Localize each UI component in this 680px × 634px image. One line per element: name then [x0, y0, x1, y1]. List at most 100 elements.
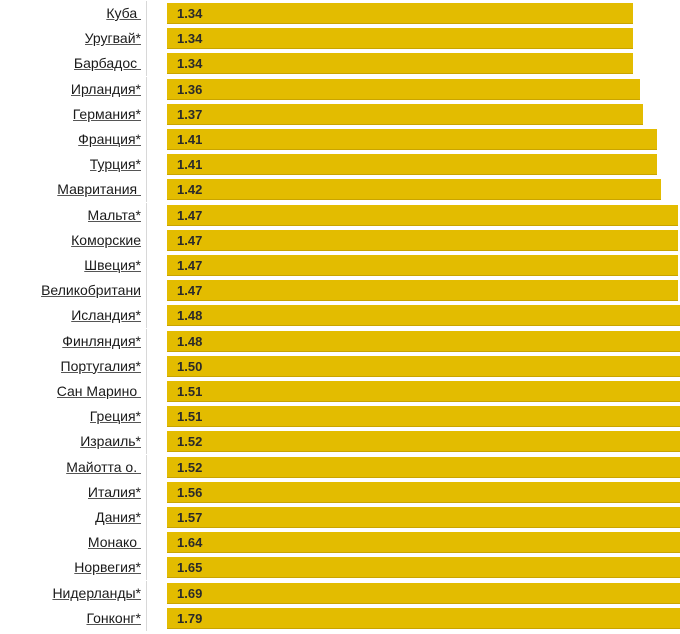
bar: 1.41: [167, 129, 658, 150]
bar-row: Сан Марино 1.51: [0, 379, 680, 404]
bar: 1.41: [167, 154, 658, 176]
bar-cell: 1.37: [167, 103, 680, 125]
bar-value-label: 1.65: [177, 560, 203, 576]
category-label-cell: Ирландия*: [0, 77, 145, 102]
row-divider: [146, 454, 147, 480]
country-link[interactable]: Великобритани: [41, 282, 141, 299]
bar: 1.47: [167, 280, 679, 302]
country-link[interactable]: Исландия*: [71, 307, 141, 324]
category-label-cell: Мавритания: [0, 177, 145, 202]
country-link[interactable]: Куба: [106, 5, 141, 21]
row-divider: [146, 177, 147, 203]
bar: 1.47: [167, 229, 679, 251]
country-link[interactable]: Италия*: [87, 483, 141, 500]
row-divider: [146, 429, 147, 455]
bar-cell: 1.79: [167, 607, 680, 629]
bar-cell: 1.42: [167, 179, 680, 201]
bar-value-label: 1.47: [177, 207, 203, 223]
bar-row: Франция* 1.41: [0, 127, 680, 152]
country-link[interactable]: Швеция*: [84, 257, 141, 273]
bar-row: Уругвай* 1.34: [0, 26, 680, 52]
row-divider: [146, 353, 147, 379]
country-link[interactable]: Нидерланды*: [52, 584, 141, 601]
country-link[interactable]: Монако: [87, 534, 141, 551]
bar-row: Нидерланды* 1.69: [0, 580, 680, 606]
row-divider: [146, 404, 147, 430]
bar-row: Майотта о. 1.52: [0, 454, 680, 480]
row-divider: [146, 278, 147, 304]
country-link[interactable]: Германия*: [72, 105, 141, 122]
bar-cell: 1.50: [167, 355, 680, 377]
country-link[interactable]: Майотта о.: [66, 458, 141, 475]
country-link[interactable]: Финляндия*: [62, 332, 141, 349]
category-label-cell: Гонконг*: [0, 606, 145, 631]
bar-value-label: 1.52: [177, 434, 203, 450]
bar-row: Турция* 1.41: [0, 152, 680, 178]
country-link[interactable]: Гонконг*: [86, 609, 141, 626]
row-divider: [146, 202, 147, 228]
bar-value-label: 1.48: [177, 333, 203, 349]
row-divider: [146, 127, 147, 152]
bar-cell: 1.34: [167, 3, 680, 24]
category-label-cell: Финляндия*: [0, 329, 145, 354]
bar: 1.52: [167, 456, 680, 478]
bar-cell: 1.51: [167, 381, 680, 402]
bar-cell: 1.52: [167, 431, 680, 453]
country-link[interactable]: Турция*: [89, 156, 141, 173]
bar-row: Германия* 1.37: [0, 101, 680, 127]
bar: 1.36: [167, 78, 640, 100]
row-divider: [146, 505, 147, 530]
bar-value-label: 1.34: [177, 6, 203, 21]
category-label-cell: Уругвай*: [0, 26, 145, 51]
bar-value-label: 1.48: [177, 308, 203, 324]
row-divider: [146, 303, 147, 329]
row-divider: [146, 379, 147, 404]
category-label-cell: Нидерланды*: [0, 581, 145, 606]
bar-value-label: 1.41: [177, 157, 203, 173]
bar-row: Исландия* 1.48: [0, 303, 680, 329]
country-link[interactable]: Норвегия*: [74, 559, 141, 576]
bar-value-label: 1.69: [177, 585, 203, 601]
country-link[interactable]: Барбадос: [73, 55, 141, 72]
bar: 1.42: [167, 179, 661, 201]
row-divider: [146, 580, 147, 606]
bar: 1.47: [167, 204, 679, 226]
bar-row: Монако 1.64: [0, 530, 680, 556]
bar-cell: 1.48: [167, 305, 680, 327]
bar: 1.48: [167, 305, 680, 327]
category-label-cell: Коморские: [0, 228, 145, 253]
bar: 1.79: [167, 607, 680, 629]
country-link[interactable]: Португалия*: [60, 357, 142, 374]
bar-row: Израиль* 1.52: [0, 429, 680, 455]
country-link[interactable]: Мавритания: [57, 181, 141, 198]
bar-row: Дания* 1.57: [0, 505, 680, 530]
category-label-cell: Португалия*: [0, 354, 145, 379]
bar: 1.48: [167, 330, 680, 352]
bar-cell: 1.52: [167, 456, 680, 478]
category-label-cell: Мальта*: [0, 203, 145, 228]
country-link[interactable]: Коморские: [71, 231, 141, 248]
country-link[interactable]: Израиль*: [80, 433, 141, 450]
bar-cell: 1.41: [167, 129, 680, 150]
category-label-cell: Греция*: [0, 404, 145, 429]
country-link[interactable]: Мальта*: [87, 206, 141, 223]
country-link[interactable]: Дания*: [95, 509, 141, 525]
category-label-cell: Израиль*: [0, 429, 145, 454]
bar: 1.65: [167, 557, 680, 579]
category-label-cell: Монако: [0, 530, 145, 555]
category-label-cell: Турция*: [0, 152, 145, 177]
country-link[interactable]: Уругвай*: [84, 30, 141, 47]
bar-value-label: 1.50: [177, 358, 203, 374]
bar-cell: 1.56: [167, 481, 680, 503]
country-link[interactable]: Сан Марино: [56, 383, 141, 399]
country-link[interactable]: Ирландия*: [70, 80, 141, 97]
country-link[interactable]: Греция*: [89, 408, 141, 425]
bar-row: Финляндия* 1.48: [0, 328, 680, 354]
category-label-cell: Великобритани: [0, 278, 145, 303]
country-link[interactable]: Франция*: [78, 131, 141, 147]
bar-cell: 1.69: [167, 582, 680, 604]
category-label-cell: Германия*: [0, 102, 145, 127]
bar-cell: 1.65: [167, 557, 680, 579]
bar: 1.69: [167, 582, 680, 604]
bar: 1.37: [167, 103, 644, 125]
